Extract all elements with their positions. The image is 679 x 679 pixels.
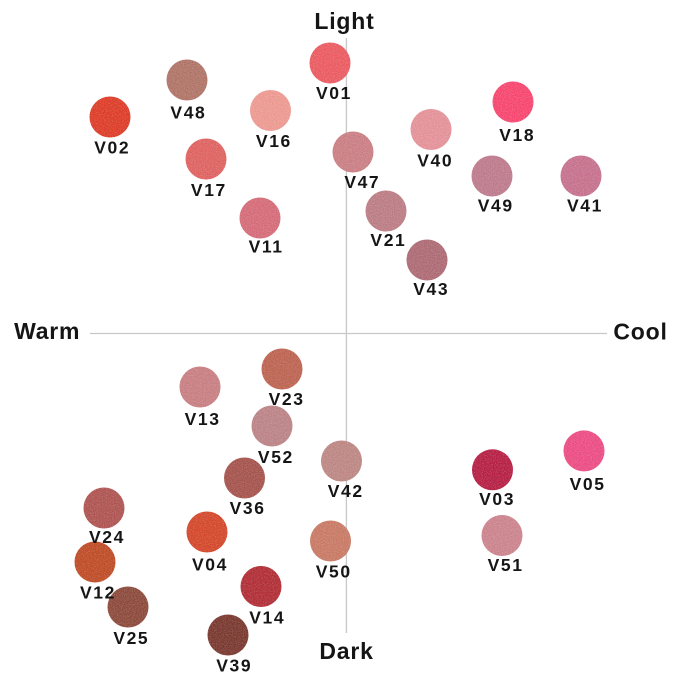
svg-text:V12: V12 xyxy=(80,582,116,602)
svg-text:V42: V42 xyxy=(328,481,364,501)
svg-text:V02: V02 xyxy=(94,137,130,157)
svg-text:V18: V18 xyxy=(499,125,535,145)
svg-text:V11: V11 xyxy=(249,237,284,257)
svg-text:V25: V25 xyxy=(113,628,149,648)
svg-text:V51: V51 xyxy=(488,555,524,575)
svg-text:Warm: Warm xyxy=(14,318,80,344)
svg-text:Cool: Cool xyxy=(613,319,667,345)
svg-text:V24: V24 xyxy=(89,527,125,547)
svg-text:V39: V39 xyxy=(216,655,252,675)
svg-text:V03: V03 xyxy=(479,489,515,509)
svg-text:V50: V50 xyxy=(316,562,352,582)
svg-text:V14: V14 xyxy=(249,607,285,627)
svg-text:V43: V43 xyxy=(413,279,449,299)
svg-text:V52: V52 xyxy=(258,447,294,467)
svg-text:V17: V17 xyxy=(191,180,227,200)
svg-text:V23: V23 xyxy=(269,389,305,409)
svg-text:V40: V40 xyxy=(417,150,453,170)
svg-text:V05: V05 xyxy=(570,474,606,494)
svg-text:V49: V49 xyxy=(478,195,514,215)
svg-text:V36: V36 xyxy=(230,498,266,518)
svg-text:V41: V41 xyxy=(567,195,603,215)
svg-text:Light: Light xyxy=(314,8,374,34)
svg-text:V48: V48 xyxy=(170,102,206,122)
svg-text:V01: V01 xyxy=(316,83,352,103)
svg-text:V21: V21 xyxy=(370,230,406,250)
svg-text:Dark: Dark xyxy=(319,638,373,664)
svg-text:V13: V13 xyxy=(185,409,221,429)
svg-text:V16: V16 xyxy=(256,131,292,151)
svg-text:V47: V47 xyxy=(344,172,380,192)
svg-text:V04: V04 xyxy=(192,554,228,574)
